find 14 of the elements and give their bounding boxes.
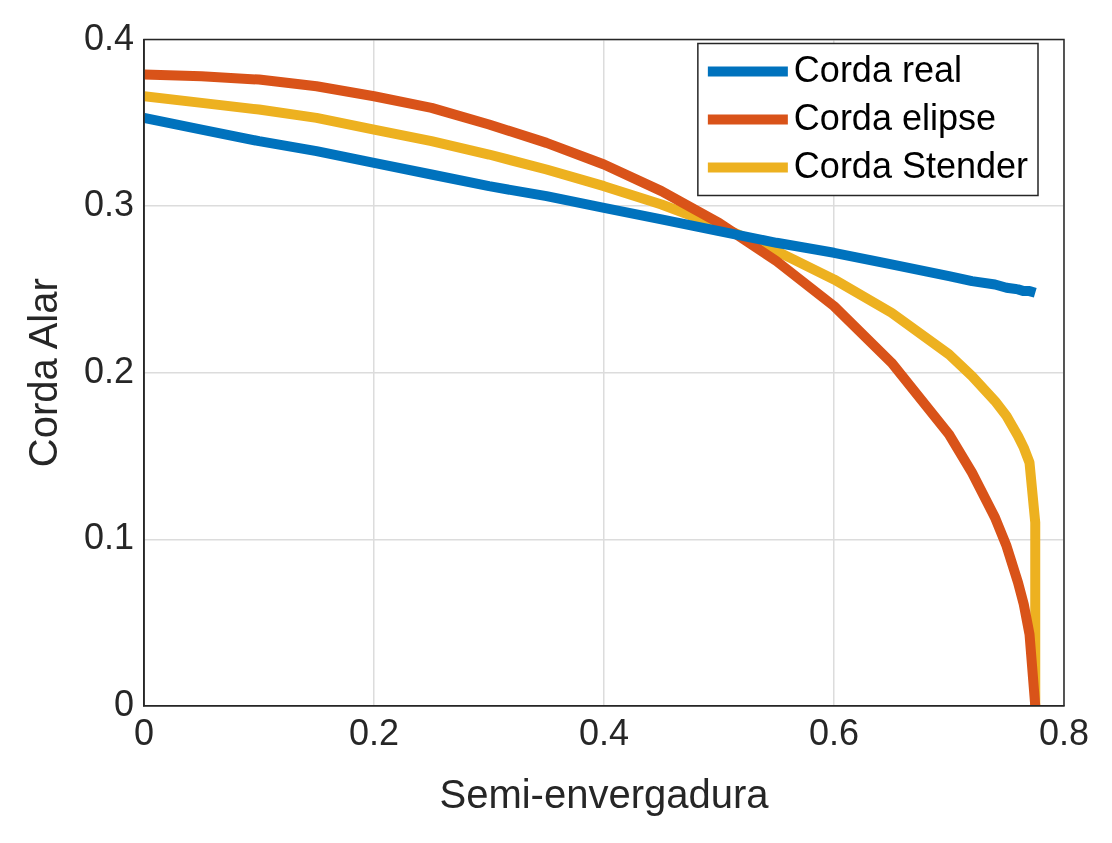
x-tick-label: 0.4 [579, 712, 630, 754]
y-tick-label: 0.4 [84, 16, 135, 58]
legend-label: Corda real [793, 48, 962, 90]
y-tick-label: 0.3 [84, 183, 135, 225]
legend-label: Corda Stender [793, 144, 1029, 186]
y-tick-label: 0.1 [84, 516, 135, 558]
x-tick-label: 0.8 [1038, 712, 1090, 754]
y-axis-title: Corda Alar [21, 278, 66, 468]
y-tick-label: 0.2 [84, 349, 135, 391]
y-tick-label: 0 [114, 682, 135, 724]
x-tick-label: 0.2 [349, 712, 400, 754]
x-tick-label: 0.6 [808, 712, 860, 754]
x-axis-title: Semi-envergadura [439, 772, 770, 817]
legend-label: Corda elipse [793, 96, 996, 138]
